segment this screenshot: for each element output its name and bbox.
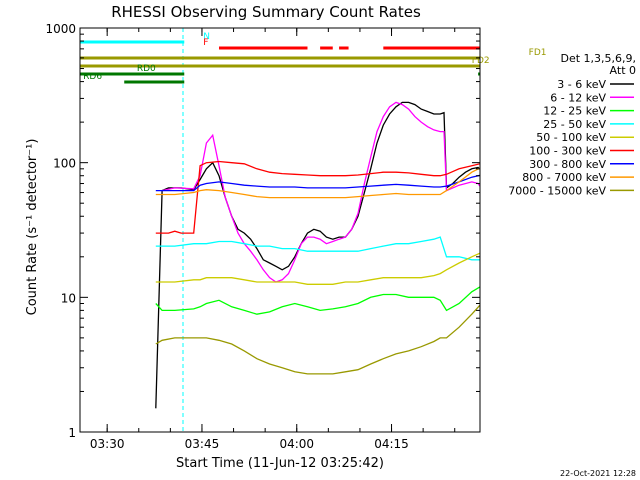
series-line-7 <box>155 167 480 199</box>
legend-header-line-1: Att 0 <box>610 64 636 77</box>
y-tick-label-3: 1000 <box>45 22 76 36</box>
flag-label-rd0: RD0 <box>137 64 156 74</box>
flag-label-fd2: FD2 <box>472 56 490 66</box>
x-tick-label-2: 04:00 <box>279 437 314 451</box>
legend-entry-label-7: 800 - 7000 keV <box>522 171 606 184</box>
series-line-8 <box>155 304 480 375</box>
flag-label-f: F <box>203 38 208 48</box>
series-line-4 <box>155 252 480 285</box>
y-tick-label-0: 1 <box>68 426 76 440</box>
flag-label-n: N <box>203 32 210 42</box>
legend-entry-label-3: 25 - 50 keV <box>543 118 606 131</box>
y-tick-label-1: 10 <box>61 291 76 305</box>
flag-label-rd6: RD6 <box>83 72 102 82</box>
chart-title: RHESSI Observing Summary Count Rates <box>111 3 421 21</box>
y-tick-label-2: 100 <box>53 157 76 171</box>
axes: 1 10 100 1000 03:30 03:45 04:00 04:15 <box>45 22 481 451</box>
legend-entry-label-2: 12 - 25 keV <box>543 105 606 118</box>
x-axis-label: Start Time (11-Jun-12 03:25:42) <box>176 456 384 471</box>
series-line-6 <box>155 174 480 192</box>
flag-bars: NF FD1 FD2 RD0 RD6 <box>80 32 547 84</box>
legend-header-line-0: Det 1,3,5,6,9, <box>560 52 636 65</box>
series-line-1 <box>161 101 480 283</box>
y-axis-label: Count Rate (s⁻¹ detector⁻¹) <box>25 139 40 316</box>
legend-entry-label-0: 3 - 6 keV <box>557 78 606 91</box>
legend-entry-label-5: 100 - 300 keV <box>529 145 606 158</box>
plot-frame <box>79 27 481 433</box>
legend-entry-label-4: 50 - 100 keV <box>536 131 606 144</box>
series-line-2 <box>155 286 480 315</box>
legend-entry-label-8: 7000 - 15000 keV <box>508 184 606 197</box>
x-tick-label-3: 04:15 <box>374 437 409 451</box>
series-lines <box>155 101 480 409</box>
series-line-0 <box>155 101 480 409</box>
x-tick-label-1: 03:45 <box>185 437 220 451</box>
series-line-5 <box>155 160 480 234</box>
legend-entry-label-1: 6 - 12 keV <box>550 91 606 104</box>
legend-entry-label-6: 300 - 800 keV <box>529 158 606 171</box>
x-tick-label-0: 03:30 <box>90 437 125 451</box>
footer-timestamp: 22-Oct-2021 12:28 <box>560 469 636 478</box>
flag-label-fd1: FD1 <box>529 48 547 58</box>
plot-area <box>79 28 184 432</box>
series-line-3 <box>155 236 480 261</box>
